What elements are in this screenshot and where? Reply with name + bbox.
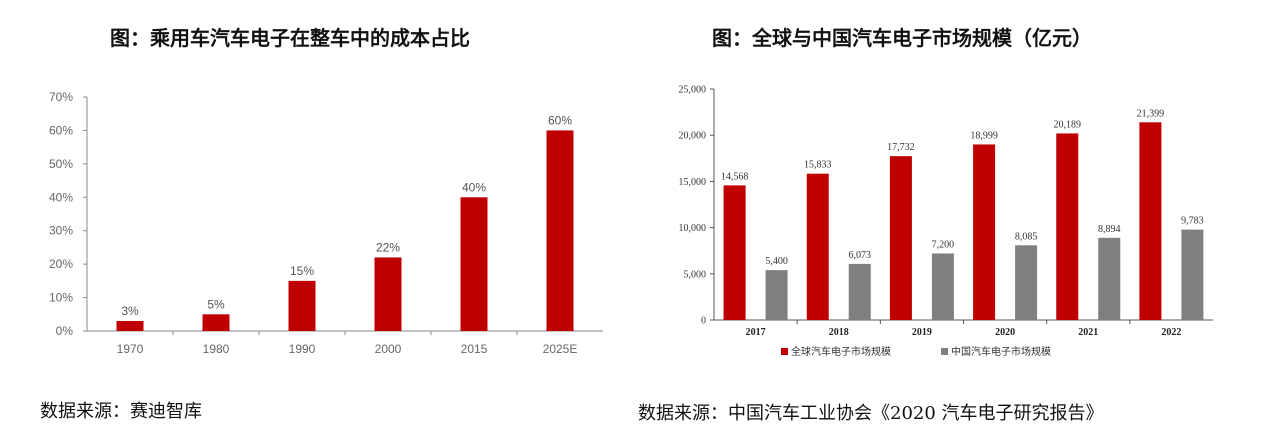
right-bar-global-label: 14,568: [721, 171, 749, 182]
left-y-tick-label: 30%: [49, 224, 73, 238]
left-x-tick-label: 2015: [461, 342, 488, 356]
left-bar: [116, 320, 144, 331]
left-bar: [202, 314, 230, 331]
right-x-tick-label: 2022: [1161, 327, 1181, 338]
legend-label-global: 全球汽车电子市场规模: [791, 345, 891, 358]
right-x-tick-label: 2018: [829, 327, 849, 338]
right-bar-china-label: 8,085: [1015, 231, 1038, 242]
left-y-tick-label: 70%: [49, 90, 73, 104]
left-y-tick-label: 10%: [49, 291, 73, 305]
left-bar-chart: 0% 10% 20% 30% 40% 50% 60% 70% 3% 1970 5% 1980 15% 19…: [49, 90, 603, 356]
right-y-tick-label: 5,000: [684, 269, 707, 280]
right-bar-china: [1015, 245, 1038, 320]
left-bar-value-label: 3%: [121, 304, 139, 318]
right-bar-china: [1098, 237, 1121, 320]
left-x-tick-label: 1980: [203, 342, 230, 356]
right-y-tick-label: 15,000: [679, 177, 707, 188]
left-y-tick-label: 60%: [49, 123, 73, 137]
right-y-tick-label: 20,000: [679, 131, 707, 142]
legend-swatch-china: [941, 348, 948, 355]
right-data-source: 数据来源：中国汽车工业协会《2020 汽车电子研究报告》: [638, 403, 1104, 424]
right-x-tick-label: 2020: [995, 327, 1015, 338]
left-bar-value-label: 60%: [548, 113, 572, 127]
right-bar-global-label: 15,833: [804, 160, 832, 171]
left-bar-value-label: 5%: [207, 297, 225, 311]
right-x-tick-label: 2019: [912, 327, 932, 338]
left-bar-value-label: 40%: [462, 180, 486, 194]
right-bar-global: [1056, 133, 1079, 320]
right-y-tick-label: 0: [701, 316, 706, 327]
right-bar-china: [931, 253, 954, 320]
right-chart-title: 图：全球与中国汽车电子市场规模（亿元）: [712, 26, 1092, 50]
left-x-tick-label: 1970: [117, 342, 144, 356]
left-x-tick-label: 2025E: [543, 342, 578, 356]
left-y-tick-label: 20%: [49, 257, 73, 271]
left-bar: [460, 197, 488, 331]
right-bar-china-label: 9,783: [1181, 216, 1204, 227]
right-grouped-bar-chart: 0 5,000 10,000 15,000 20,000 25,000 14,568 5,40…: [679, 85, 1213, 358]
right-bar-china: [765, 270, 788, 320]
legend-label-china: 中国汽车电子市场规模: [951, 345, 1051, 358]
right-x-tick-label: 2017: [746, 327, 766, 338]
right-bar-global: [806, 173, 829, 320]
right-bar-china: [1181, 229, 1204, 320]
right-x-tick-label: 2021: [1078, 327, 1098, 338]
right-y-tick-label: 25,000: [679, 85, 707, 96]
right-bar-china: [848, 263, 871, 320]
left-bar: [374, 257, 402, 331]
left-y-tick-label: 0%: [56, 324, 74, 338]
right-bar-global-label: 18,999: [970, 130, 998, 141]
right-bar-global: [973, 144, 996, 320]
left-bar-value-label: 22%: [376, 240, 400, 254]
legend-swatch-global: [781, 348, 788, 355]
right-bar-global: [723, 185, 746, 320]
left-bar: [546, 130, 574, 331]
left-x-tick-label: 1990: [289, 342, 316, 356]
left-data-source: 数据来源：赛迪智库: [40, 401, 202, 422]
right-bar-china-label: 7,200: [932, 239, 955, 250]
right-y-tick-label: 10,000: [679, 223, 707, 234]
left-bar: [288, 280, 316, 331]
right-bar-global: [1139, 122, 1162, 320]
right-bar-global-label: 17,732: [887, 142, 915, 153]
left-y-tick-label: 50%: [49, 157, 73, 171]
left-chart-title: 图：乘用车汽车电子在整车中的成本占比: [110, 26, 470, 50]
right-bar-china-label: 5,400: [765, 256, 788, 267]
left-bar-value-label: 15%: [290, 264, 314, 278]
left-y-tick-label: 40%: [49, 190, 73, 204]
right-bar-china-label: 6,073: [849, 250, 872, 261]
right-bar-global-label: 21,399: [1137, 108, 1165, 119]
left-x-tick-label: 2000: [375, 342, 402, 356]
right-bar-global: [889, 156, 912, 320]
right-bar-global-label: 20,189: [1054, 119, 1082, 130]
right-bar-china-label: 8,894: [1098, 224, 1121, 235]
